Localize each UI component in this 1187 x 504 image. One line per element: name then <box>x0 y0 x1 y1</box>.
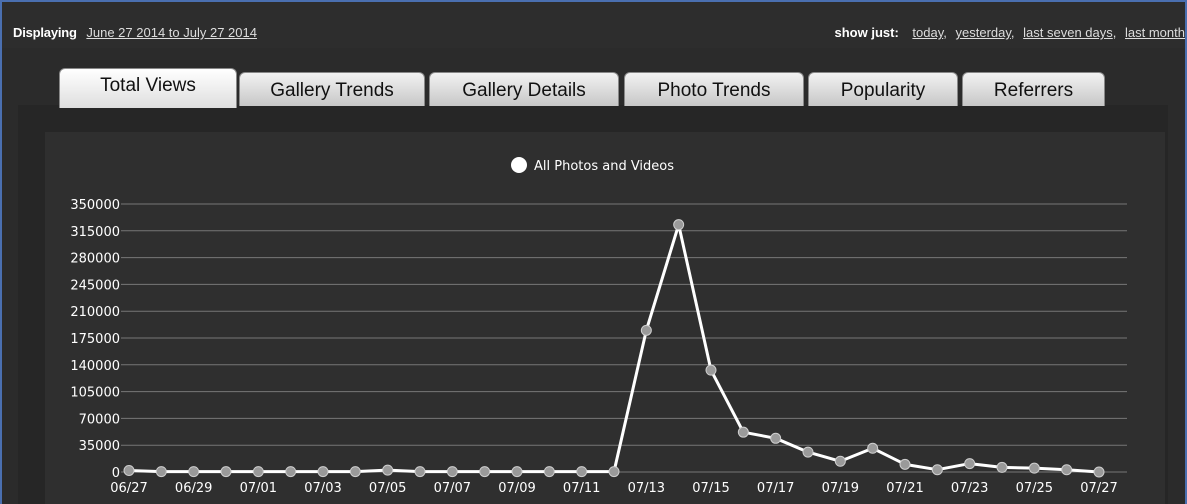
data-point <box>414 466 426 478</box>
x-tick-label: 07/15 <box>692 481 729 496</box>
show-just-label: show just: <box>834 25 899 40</box>
x-tick-label: 07/03 <box>304 481 341 496</box>
data-point <box>964 458 976 470</box>
y-tick-label: 210000 <box>70 305 120 320</box>
series-line <box>128 223 1100 474</box>
data-point <box>220 466 232 478</box>
data-point <box>931 464 943 476</box>
y-tick-label: 245000 <box>70 278 120 293</box>
legend-label: All Photos and Videos <box>534 159 674 174</box>
tab-referrers[interactable]: Referrers <box>962 72 1105 106</box>
y-tick-label: 0 <box>112 466 120 481</box>
y-tick-label: 350000 <box>70 198 120 213</box>
x-tick-label: 06/29 <box>175 481 212 496</box>
x-tick-label: 07/05 <box>369 481 406 496</box>
show-last-month-link[interactable]: last month <box>1125 25 1185 40</box>
x-tick-label: 07/27 <box>1080 481 1117 496</box>
data-point <box>1061 464 1073 476</box>
data-point <box>673 219 685 231</box>
data-point <box>1093 466 1105 478</box>
data-point <box>543 466 555 478</box>
data-point <box>705 364 717 376</box>
y-tick-label: 70000 <box>79 412 120 427</box>
data-point <box>446 466 458 478</box>
y-tick-label: 140000 <box>70 359 120 374</box>
data-point <box>155 466 167 478</box>
x-tick-label: 07/19 <box>822 481 859 496</box>
tab-photo-trends[interactable]: Photo Trends <box>624 72 804 106</box>
x-tick-label: 07/01 <box>240 481 277 496</box>
tab-total-views[interactable]: Total Views <box>59 68 237 108</box>
data-point <box>382 464 394 476</box>
y-tick-label: 280000 <box>70 252 120 267</box>
x-tick-label: 07/07 <box>434 481 471 496</box>
displaying-label: Displaying <box>13 25 77 40</box>
data-point <box>996 461 1008 473</box>
show-yesterday-link[interactable]: yesterday <box>955 25 1011 40</box>
tab-gallery-details[interactable]: Gallery Details <box>429 72 619 106</box>
y-tick-label: 35000 <box>79 439 120 454</box>
legend-marker <box>511 157 527 173</box>
data-point <box>576 466 588 478</box>
data-point <box>802 446 814 458</box>
data-point <box>317 466 329 478</box>
y-tick-label: 315000 <box>70 225 120 240</box>
data-point <box>770 432 782 444</box>
x-tick-label: 07/25 <box>1016 481 1053 496</box>
data-point <box>252 466 264 478</box>
chart-area <box>45 132 1165 504</box>
data-point <box>479 466 491 478</box>
top-bar: Displaying June 27 2014 to July 27 2014 … <box>2 2 1185 48</box>
x-tick-label: 07/23 <box>951 481 988 496</box>
data-point <box>867 442 879 454</box>
data-point <box>640 324 652 336</box>
x-tick-label: 07/17 <box>757 481 794 496</box>
data-point <box>608 466 620 478</box>
displaying-section: Displaying June 27 2014 to July 27 2014 <box>13 25 257 40</box>
data-point <box>123 464 135 476</box>
date-range-link[interactable]: June 27 2014 to July 27 2014 <box>86 25 257 40</box>
data-point <box>188 466 200 478</box>
x-tick-label: 07/13 <box>628 481 665 496</box>
x-tick-label: 07/21 <box>886 481 923 496</box>
data-point <box>834 455 846 467</box>
show-just-section: show just: today, yesterday, last seven … <box>834 25 1186 40</box>
x-tick-label: 07/09 <box>498 481 535 496</box>
data-point <box>899 458 911 470</box>
data-point <box>349 466 361 478</box>
data-point <box>511 466 523 478</box>
show-today-link[interactable]: today <box>912 25 944 40</box>
x-tick-label: 06/27 <box>110 481 147 496</box>
tab-gallery-trends[interactable]: Gallery Trends <box>239 72 425 106</box>
tab-popularity[interactable]: Popularity <box>808 72 958 106</box>
x-tick-label: 07/11 <box>563 481 600 496</box>
data-point <box>285 466 297 478</box>
y-tick-label: 175000 <box>70 332 120 347</box>
data-point <box>737 426 749 438</box>
y-tick-label: 105000 <box>70 386 120 401</box>
show-last-seven-days-link[interactable]: last seven days <box>1023 25 1113 40</box>
data-point <box>1028 462 1040 474</box>
